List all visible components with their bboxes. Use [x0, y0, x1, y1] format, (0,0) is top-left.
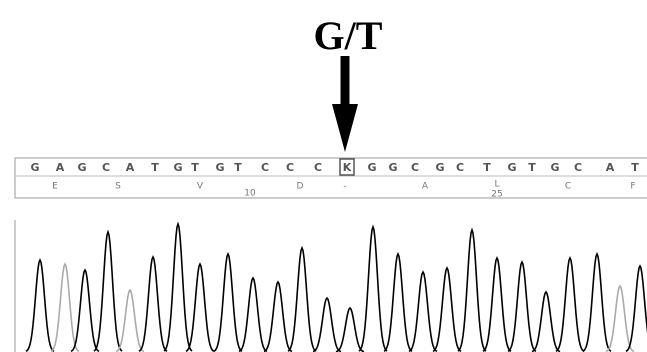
base-call: G	[215, 161, 224, 174]
base-call: K	[343, 161, 352, 174]
base-call: T	[631, 161, 639, 174]
amino-acid: 25	[491, 190, 502, 200]
trace-peak	[164, 224, 192, 351]
trace-peak	[433, 268, 461, 351]
trace-peak	[409, 272, 437, 351]
base-call: A	[56, 161, 65, 174]
base-call: C	[411, 161, 419, 174]
trace-peak	[606, 286, 634, 352]
trace-peak	[336, 308, 364, 352]
base-call: G	[30, 161, 39, 174]
amino-acid: S	[115, 182, 121, 192]
base-call: G	[173, 161, 182, 174]
trace-peak	[313, 298, 341, 352]
amino-acid: E	[52, 182, 58, 192]
base-call: G	[550, 161, 559, 174]
trace-peak	[288, 248, 316, 351]
trace-peak	[51, 264, 79, 351]
amino-acid: C	[565, 182, 571, 192]
amino-acid: D	[297, 182, 304, 192]
base-call: C	[261, 161, 269, 174]
trace-peak	[71, 270, 99, 351]
trace-peak	[186, 264, 214, 351]
amino-acid: -	[343, 182, 346, 192]
base-call: T	[234, 161, 242, 174]
trace-peak	[264, 282, 292, 352]
amino-acid: A	[422, 182, 429, 192]
amino-acid: L	[494, 180, 499, 190]
trace-peak	[359, 227, 387, 351]
trace-peak	[458, 230, 486, 351]
trace-peak	[532, 292, 560, 352]
base-call: A	[606, 161, 615, 174]
amino-acid: V	[197, 182, 204, 192]
trace-peak	[239, 278, 267, 351]
base-call: C	[286, 161, 294, 174]
chromatogram-figure: G/T GAGCATGTGTCCCKGGCGCTGTGCAT ESV10D-AL…	[0, 0, 647, 352]
base-call: C	[102, 161, 110, 174]
base-call: C	[314, 161, 322, 174]
trace-peak	[483, 258, 511, 351]
base-call: G	[435, 161, 444, 174]
base-call: A	[126, 161, 135, 174]
arrow-head	[332, 104, 358, 152]
base-call: C	[574, 161, 582, 174]
base-call: G	[507, 161, 516, 174]
trace-peak	[94, 232, 122, 351]
base-call: C	[456, 161, 464, 174]
base-call: T	[151, 161, 159, 174]
base-call: T	[483, 161, 491, 174]
base-call: G	[388, 161, 397, 174]
variant-label: G/T	[314, 13, 383, 58]
trace	[15, 220, 647, 352]
base-call: T	[191, 161, 199, 174]
trace-peak	[214, 254, 242, 351]
trace-peak	[508, 262, 536, 351]
trace-peak	[26, 260, 54, 351]
page: G/T GAGCATGTGTCCCKGGCGCTGTGCAT ESV10D-AL…	[0, 0, 647, 352]
trace-peak	[116, 290, 144, 352]
base-call: G	[77, 161, 86, 174]
trace-peak	[626, 266, 647, 351]
trace-peak	[556, 258, 584, 351]
trace-peak	[583, 254, 611, 351]
base-call: T	[528, 161, 536, 174]
amino-acid: 10	[244, 189, 256, 199]
trace-peak	[384, 254, 412, 351]
trace-peak	[139, 257, 167, 351]
amino-acid: F	[630, 182, 635, 192]
base-call: G	[367, 161, 376, 174]
